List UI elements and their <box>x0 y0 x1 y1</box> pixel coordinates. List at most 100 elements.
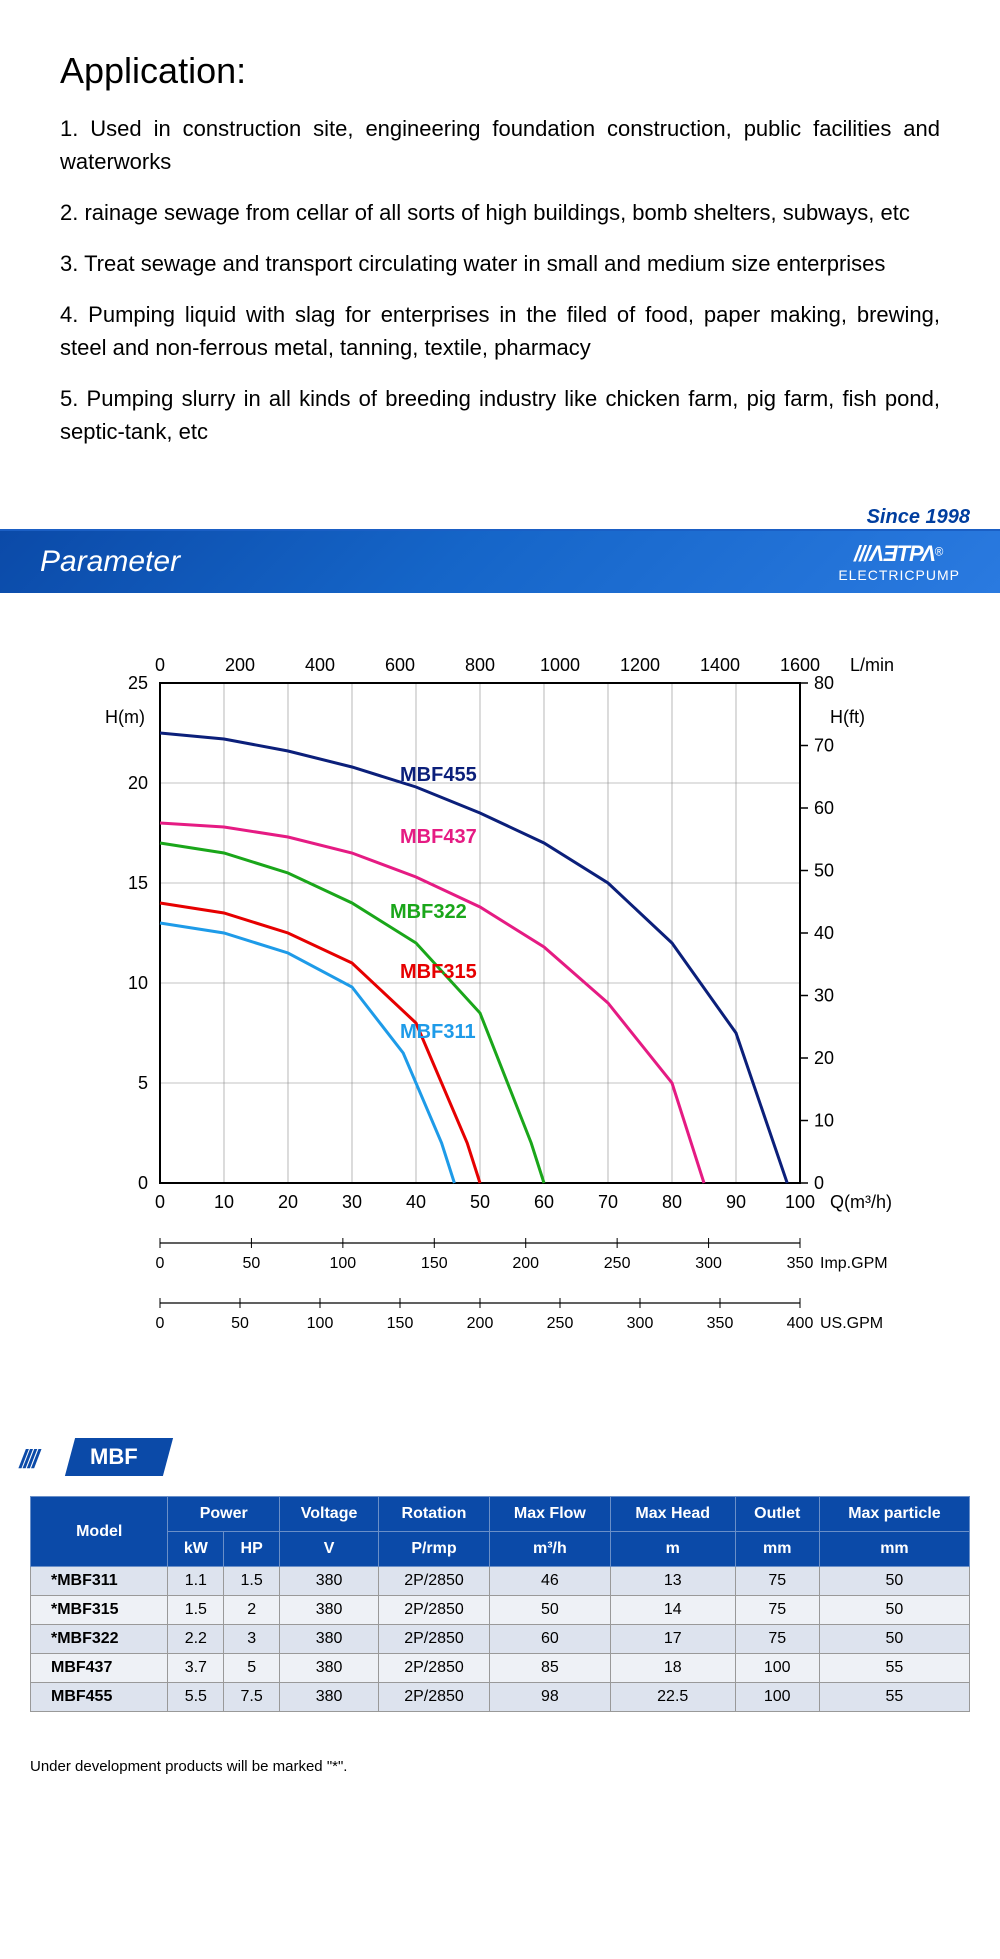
svg-text:0: 0 <box>155 1192 165 1212</box>
cell: 2P/2850 <box>379 1625 490 1654</box>
cell: 2.2 <box>168 1625 224 1654</box>
svg-text:L/min: L/min <box>850 655 894 675</box>
svg-text:60: 60 <box>814 798 834 818</box>
svg-text:200: 200 <box>512 1255 539 1272</box>
svg-text:40: 40 <box>814 923 834 943</box>
application-item: 3. Treat sewage and transport circulatin… <box>60 247 940 280</box>
svg-text:Q(m³/h): Q(m³/h) <box>830 1192 892 1212</box>
svg-text:1600: 1600 <box>780 655 820 675</box>
svg-text:30: 30 <box>814 986 834 1006</box>
cell: 50 <box>819 1567 969 1596</box>
svg-text:10: 10 <box>128 973 148 993</box>
cell: 7.5 <box>224 1683 280 1712</box>
svg-text:70: 70 <box>598 1192 618 1212</box>
col-header: Max Flow <box>489 1497 610 1532</box>
svg-text:400: 400 <box>787 1315 814 1332</box>
svg-text:150: 150 <box>421 1255 448 1272</box>
svg-text:40: 40 <box>406 1192 426 1212</box>
cell: 1.1 <box>168 1567 224 1596</box>
cell: 1.5 <box>168 1596 224 1625</box>
col-header: m <box>610 1532 735 1567</box>
cell: 50 <box>489 1596 610 1625</box>
svg-text:0: 0 <box>138 1173 148 1193</box>
table-row: *MBF3151.523802P/285050147550 <box>31 1596 970 1625</box>
svg-text:20: 20 <box>128 773 148 793</box>
col-header: Power <box>168 1497 280 1532</box>
cell: *MBF315 <box>31 1596 168 1625</box>
cell: 2P/2850 <box>379 1596 490 1625</box>
application-item: 4. Pumping liquid with slag for enterpri… <box>60 298 940 364</box>
table-row: *MBF3111.11.53802P/285046137550 <box>31 1567 970 1596</box>
since-label: Since 1998 <box>0 506 1000 531</box>
cell: 75 <box>735 1596 819 1625</box>
svg-text:100: 100 <box>307 1315 334 1332</box>
table-row: MBF4555.57.53802P/28509822.510055 <box>31 1683 970 1712</box>
svg-text:H(m): H(m) <box>105 707 145 727</box>
cell: 14 <box>610 1596 735 1625</box>
col-header: Max Head <box>610 1497 735 1532</box>
cell: 100 <box>735 1683 819 1712</box>
svg-text:US.GPM: US.GPM <box>820 1315 883 1332</box>
cell: 380 <box>280 1625 379 1654</box>
svg-text:30: 30 <box>342 1192 362 1212</box>
application-item: 5. Pumping slurry in all kinds of breedi… <box>60 382 940 448</box>
svg-text:200: 200 <box>225 655 255 675</box>
svg-text:90: 90 <box>726 1192 746 1212</box>
application-title: Application: <box>60 50 940 92</box>
svg-text:10: 10 <box>214 1192 234 1212</box>
cell: 17 <box>610 1625 735 1654</box>
cell: 55 <box>819 1683 969 1712</box>
cell: 75 <box>735 1567 819 1596</box>
col-header: HP <box>224 1532 280 1567</box>
cell: 3.7 <box>168 1654 224 1683</box>
parameter-banner: Parameter ///ΛƎΤΡΛ® ELECTRICPUMP <box>0 531 1000 593</box>
svg-text:20: 20 <box>814 1048 834 1068</box>
col-header: Voltage <box>280 1497 379 1532</box>
svg-text:10: 10 <box>814 1111 834 1131</box>
svg-text:600: 600 <box>385 655 415 675</box>
svg-text:200: 200 <box>467 1315 494 1332</box>
col-header: mm <box>819 1532 969 1567</box>
svg-text:80: 80 <box>814 673 834 693</box>
svg-text:0: 0 <box>156 1255 165 1272</box>
svg-text:250: 250 <box>547 1315 574 1332</box>
svg-text:350: 350 <box>707 1315 734 1332</box>
svg-text:350: 350 <box>787 1255 814 1272</box>
svg-text:100: 100 <box>785 1192 815 1212</box>
svg-text:0: 0 <box>814 1173 824 1193</box>
cell: *MBF322 <box>31 1625 168 1654</box>
svg-text:5: 5 <box>138 1073 148 1093</box>
cell: MBF455 <box>31 1683 168 1712</box>
cell: 55 <box>819 1654 969 1683</box>
svg-text:100: 100 <box>330 1255 357 1272</box>
cell: 380 <box>280 1654 379 1683</box>
application-item: 2. rainage sewage from cellar of all sor… <box>60 196 940 229</box>
svg-text:70: 70 <box>814 736 834 756</box>
cell: 5 <box>224 1654 280 1683</box>
col-header: mm <box>735 1532 819 1567</box>
svg-text:MBF315: MBF315 <box>400 961 477 983</box>
col-header: V <box>280 1532 379 1567</box>
svg-text:300: 300 <box>627 1315 654 1332</box>
svg-text:400: 400 <box>305 655 335 675</box>
brand-logo: ///ΛƎΤΡΛ® ELECTRICPUMP <box>838 541 960 583</box>
cell: 18 <box>610 1654 735 1683</box>
cell: 380 <box>280 1596 379 1625</box>
svg-text:800: 800 <box>465 655 495 675</box>
col-header: Model <box>31 1497 168 1567</box>
cell: 100 <box>735 1654 819 1683</box>
svg-text:MBF455: MBF455 <box>400 764 477 786</box>
cell: MBF437 <box>31 1654 168 1683</box>
cell: 50 <box>819 1625 969 1654</box>
svg-text:50: 50 <box>243 1255 261 1272</box>
cell: 2P/2850 <box>379 1683 490 1712</box>
svg-text:20: 20 <box>278 1192 298 1212</box>
svg-text:MBF437: MBF437 <box>400 826 477 848</box>
svg-text:50: 50 <box>231 1315 249 1332</box>
svg-text:25: 25 <box>128 673 148 693</box>
svg-text:0: 0 <box>155 655 165 675</box>
svg-text:0: 0 <box>156 1315 165 1332</box>
table-row: MBF4373.753802P/2850851810055 <box>31 1654 970 1683</box>
svg-text:MBF322: MBF322 <box>390 901 467 923</box>
svg-text:300: 300 <box>695 1255 722 1272</box>
